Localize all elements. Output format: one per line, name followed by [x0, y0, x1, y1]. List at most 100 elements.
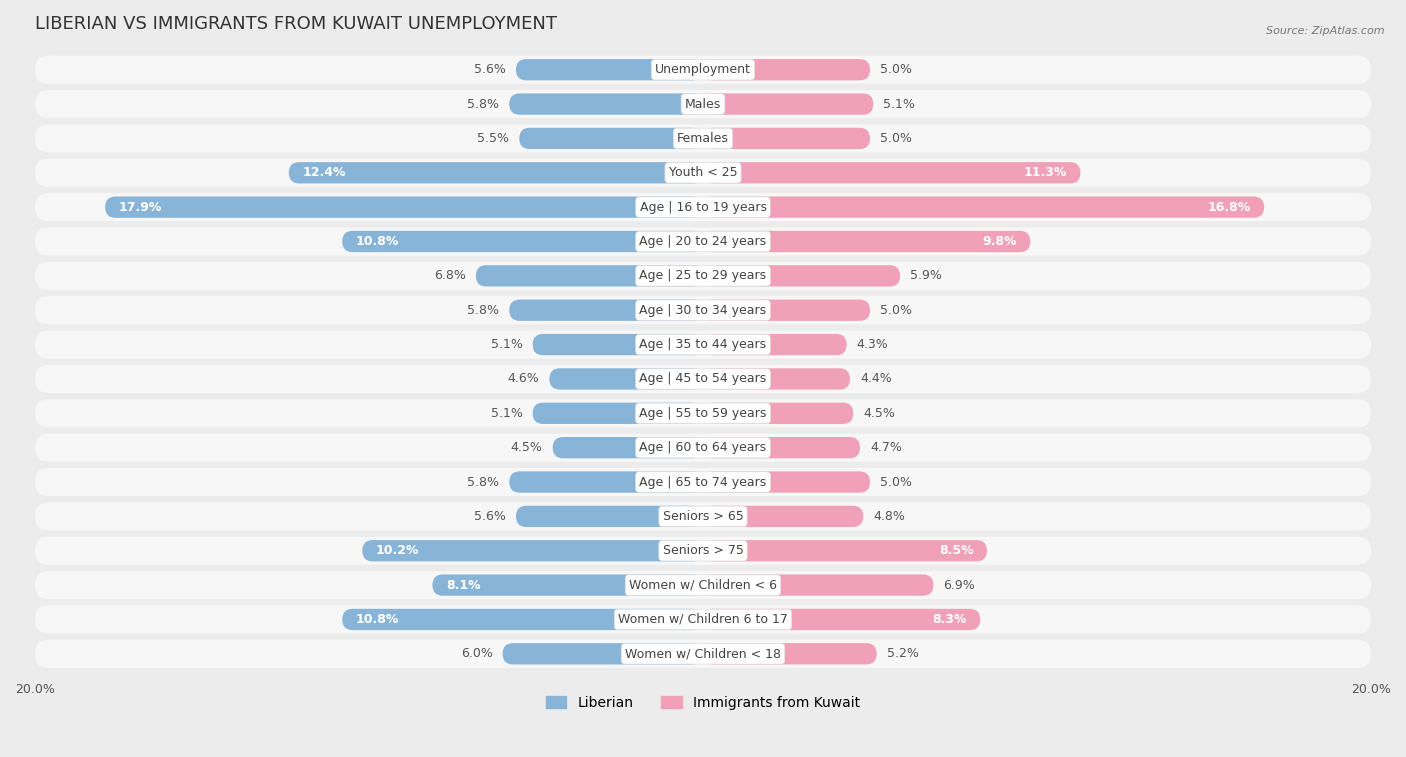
Text: 6.8%: 6.8%: [434, 269, 465, 282]
Text: 6.9%: 6.9%: [943, 578, 976, 591]
FancyBboxPatch shape: [703, 265, 900, 286]
FancyBboxPatch shape: [363, 540, 703, 562]
Text: 5.1%: 5.1%: [491, 338, 523, 351]
Text: Age | 25 to 29 years: Age | 25 to 29 years: [640, 269, 766, 282]
Text: 4.5%: 4.5%: [510, 441, 543, 454]
Text: 12.4%: 12.4%: [302, 167, 346, 179]
FancyBboxPatch shape: [35, 434, 1371, 462]
FancyBboxPatch shape: [342, 231, 703, 252]
FancyBboxPatch shape: [105, 197, 703, 218]
Text: 5.8%: 5.8%: [467, 98, 499, 111]
Text: 8.1%: 8.1%: [446, 578, 481, 591]
Text: Women w/ Children 6 to 17: Women w/ Children 6 to 17: [619, 613, 787, 626]
Text: Age | 55 to 59 years: Age | 55 to 59 years: [640, 407, 766, 420]
Text: 5.1%: 5.1%: [883, 98, 915, 111]
Text: 5.1%: 5.1%: [491, 407, 523, 420]
Text: Age | 16 to 19 years: Age | 16 to 19 years: [640, 201, 766, 213]
FancyBboxPatch shape: [35, 571, 1371, 600]
FancyBboxPatch shape: [703, 643, 877, 665]
Text: 5.6%: 5.6%: [474, 510, 506, 523]
Text: Youth < 25: Youth < 25: [669, 167, 737, 179]
Text: 17.9%: 17.9%: [118, 201, 162, 213]
Text: 5.5%: 5.5%: [477, 132, 509, 145]
Text: 10.2%: 10.2%: [375, 544, 419, 557]
FancyBboxPatch shape: [35, 90, 1371, 118]
Text: 5.2%: 5.2%: [887, 647, 918, 660]
FancyBboxPatch shape: [35, 55, 1371, 84]
FancyBboxPatch shape: [703, 369, 851, 390]
Text: 4.8%: 4.8%: [873, 510, 905, 523]
Text: Age | 45 to 54 years: Age | 45 to 54 years: [640, 372, 766, 385]
Text: Source: ZipAtlas.com: Source: ZipAtlas.com: [1267, 26, 1385, 36]
Text: Seniors > 75: Seniors > 75: [662, 544, 744, 557]
FancyBboxPatch shape: [502, 643, 703, 665]
Text: Age | 60 to 64 years: Age | 60 to 64 years: [640, 441, 766, 454]
Text: 5.8%: 5.8%: [467, 304, 499, 316]
Text: 5.0%: 5.0%: [880, 132, 912, 145]
Text: 16.8%: 16.8%: [1208, 201, 1251, 213]
FancyBboxPatch shape: [35, 159, 1371, 187]
FancyBboxPatch shape: [35, 468, 1371, 496]
FancyBboxPatch shape: [35, 193, 1371, 221]
FancyBboxPatch shape: [35, 124, 1371, 152]
FancyBboxPatch shape: [509, 300, 703, 321]
FancyBboxPatch shape: [703, 334, 846, 355]
FancyBboxPatch shape: [703, 609, 980, 630]
FancyBboxPatch shape: [35, 640, 1371, 668]
Text: Seniors > 65: Seniors > 65: [662, 510, 744, 523]
Text: Women w/ Children < 18: Women w/ Children < 18: [626, 647, 780, 660]
Text: 9.8%: 9.8%: [983, 235, 1017, 248]
FancyBboxPatch shape: [703, 403, 853, 424]
FancyBboxPatch shape: [35, 399, 1371, 428]
FancyBboxPatch shape: [703, 540, 987, 562]
FancyBboxPatch shape: [509, 93, 703, 115]
FancyBboxPatch shape: [288, 162, 703, 183]
FancyBboxPatch shape: [35, 296, 1371, 324]
Text: 5.8%: 5.8%: [467, 475, 499, 488]
Text: 4.7%: 4.7%: [870, 441, 901, 454]
FancyBboxPatch shape: [703, 128, 870, 149]
FancyBboxPatch shape: [475, 265, 703, 286]
FancyBboxPatch shape: [703, 472, 870, 493]
FancyBboxPatch shape: [703, 575, 934, 596]
FancyBboxPatch shape: [35, 227, 1371, 256]
FancyBboxPatch shape: [703, 231, 1031, 252]
FancyBboxPatch shape: [35, 262, 1371, 290]
Legend: Liberian, Immigrants from Kuwait: Liberian, Immigrants from Kuwait: [540, 690, 866, 715]
Text: Females: Females: [678, 132, 728, 145]
Text: Unemployment: Unemployment: [655, 64, 751, 76]
Text: 6.0%: 6.0%: [461, 647, 492, 660]
Text: Age | 65 to 74 years: Age | 65 to 74 years: [640, 475, 766, 488]
Text: 5.9%: 5.9%: [910, 269, 942, 282]
FancyBboxPatch shape: [533, 403, 703, 424]
Text: 4.6%: 4.6%: [508, 372, 540, 385]
FancyBboxPatch shape: [35, 537, 1371, 565]
Text: 5.0%: 5.0%: [880, 475, 912, 488]
Text: 5.6%: 5.6%: [474, 64, 506, 76]
Text: 4.4%: 4.4%: [860, 372, 891, 385]
FancyBboxPatch shape: [519, 128, 703, 149]
Text: Age | 20 to 24 years: Age | 20 to 24 years: [640, 235, 766, 248]
FancyBboxPatch shape: [35, 606, 1371, 634]
Text: 5.0%: 5.0%: [880, 304, 912, 316]
Text: 10.8%: 10.8%: [356, 235, 399, 248]
FancyBboxPatch shape: [342, 609, 703, 630]
Text: LIBERIAN VS IMMIGRANTS FROM KUWAIT UNEMPLOYMENT: LIBERIAN VS IMMIGRANTS FROM KUWAIT UNEMP…: [35, 15, 557, 33]
FancyBboxPatch shape: [703, 197, 1264, 218]
Text: Age | 35 to 44 years: Age | 35 to 44 years: [640, 338, 766, 351]
FancyBboxPatch shape: [516, 59, 703, 80]
FancyBboxPatch shape: [516, 506, 703, 527]
Text: 8.5%: 8.5%: [939, 544, 973, 557]
FancyBboxPatch shape: [433, 575, 703, 596]
FancyBboxPatch shape: [703, 93, 873, 115]
FancyBboxPatch shape: [553, 437, 703, 458]
FancyBboxPatch shape: [533, 334, 703, 355]
FancyBboxPatch shape: [703, 59, 870, 80]
FancyBboxPatch shape: [703, 506, 863, 527]
Text: 5.0%: 5.0%: [880, 64, 912, 76]
Text: 4.3%: 4.3%: [856, 338, 889, 351]
Text: Age | 30 to 34 years: Age | 30 to 34 years: [640, 304, 766, 316]
FancyBboxPatch shape: [509, 472, 703, 493]
FancyBboxPatch shape: [35, 365, 1371, 393]
Text: 8.3%: 8.3%: [932, 613, 967, 626]
